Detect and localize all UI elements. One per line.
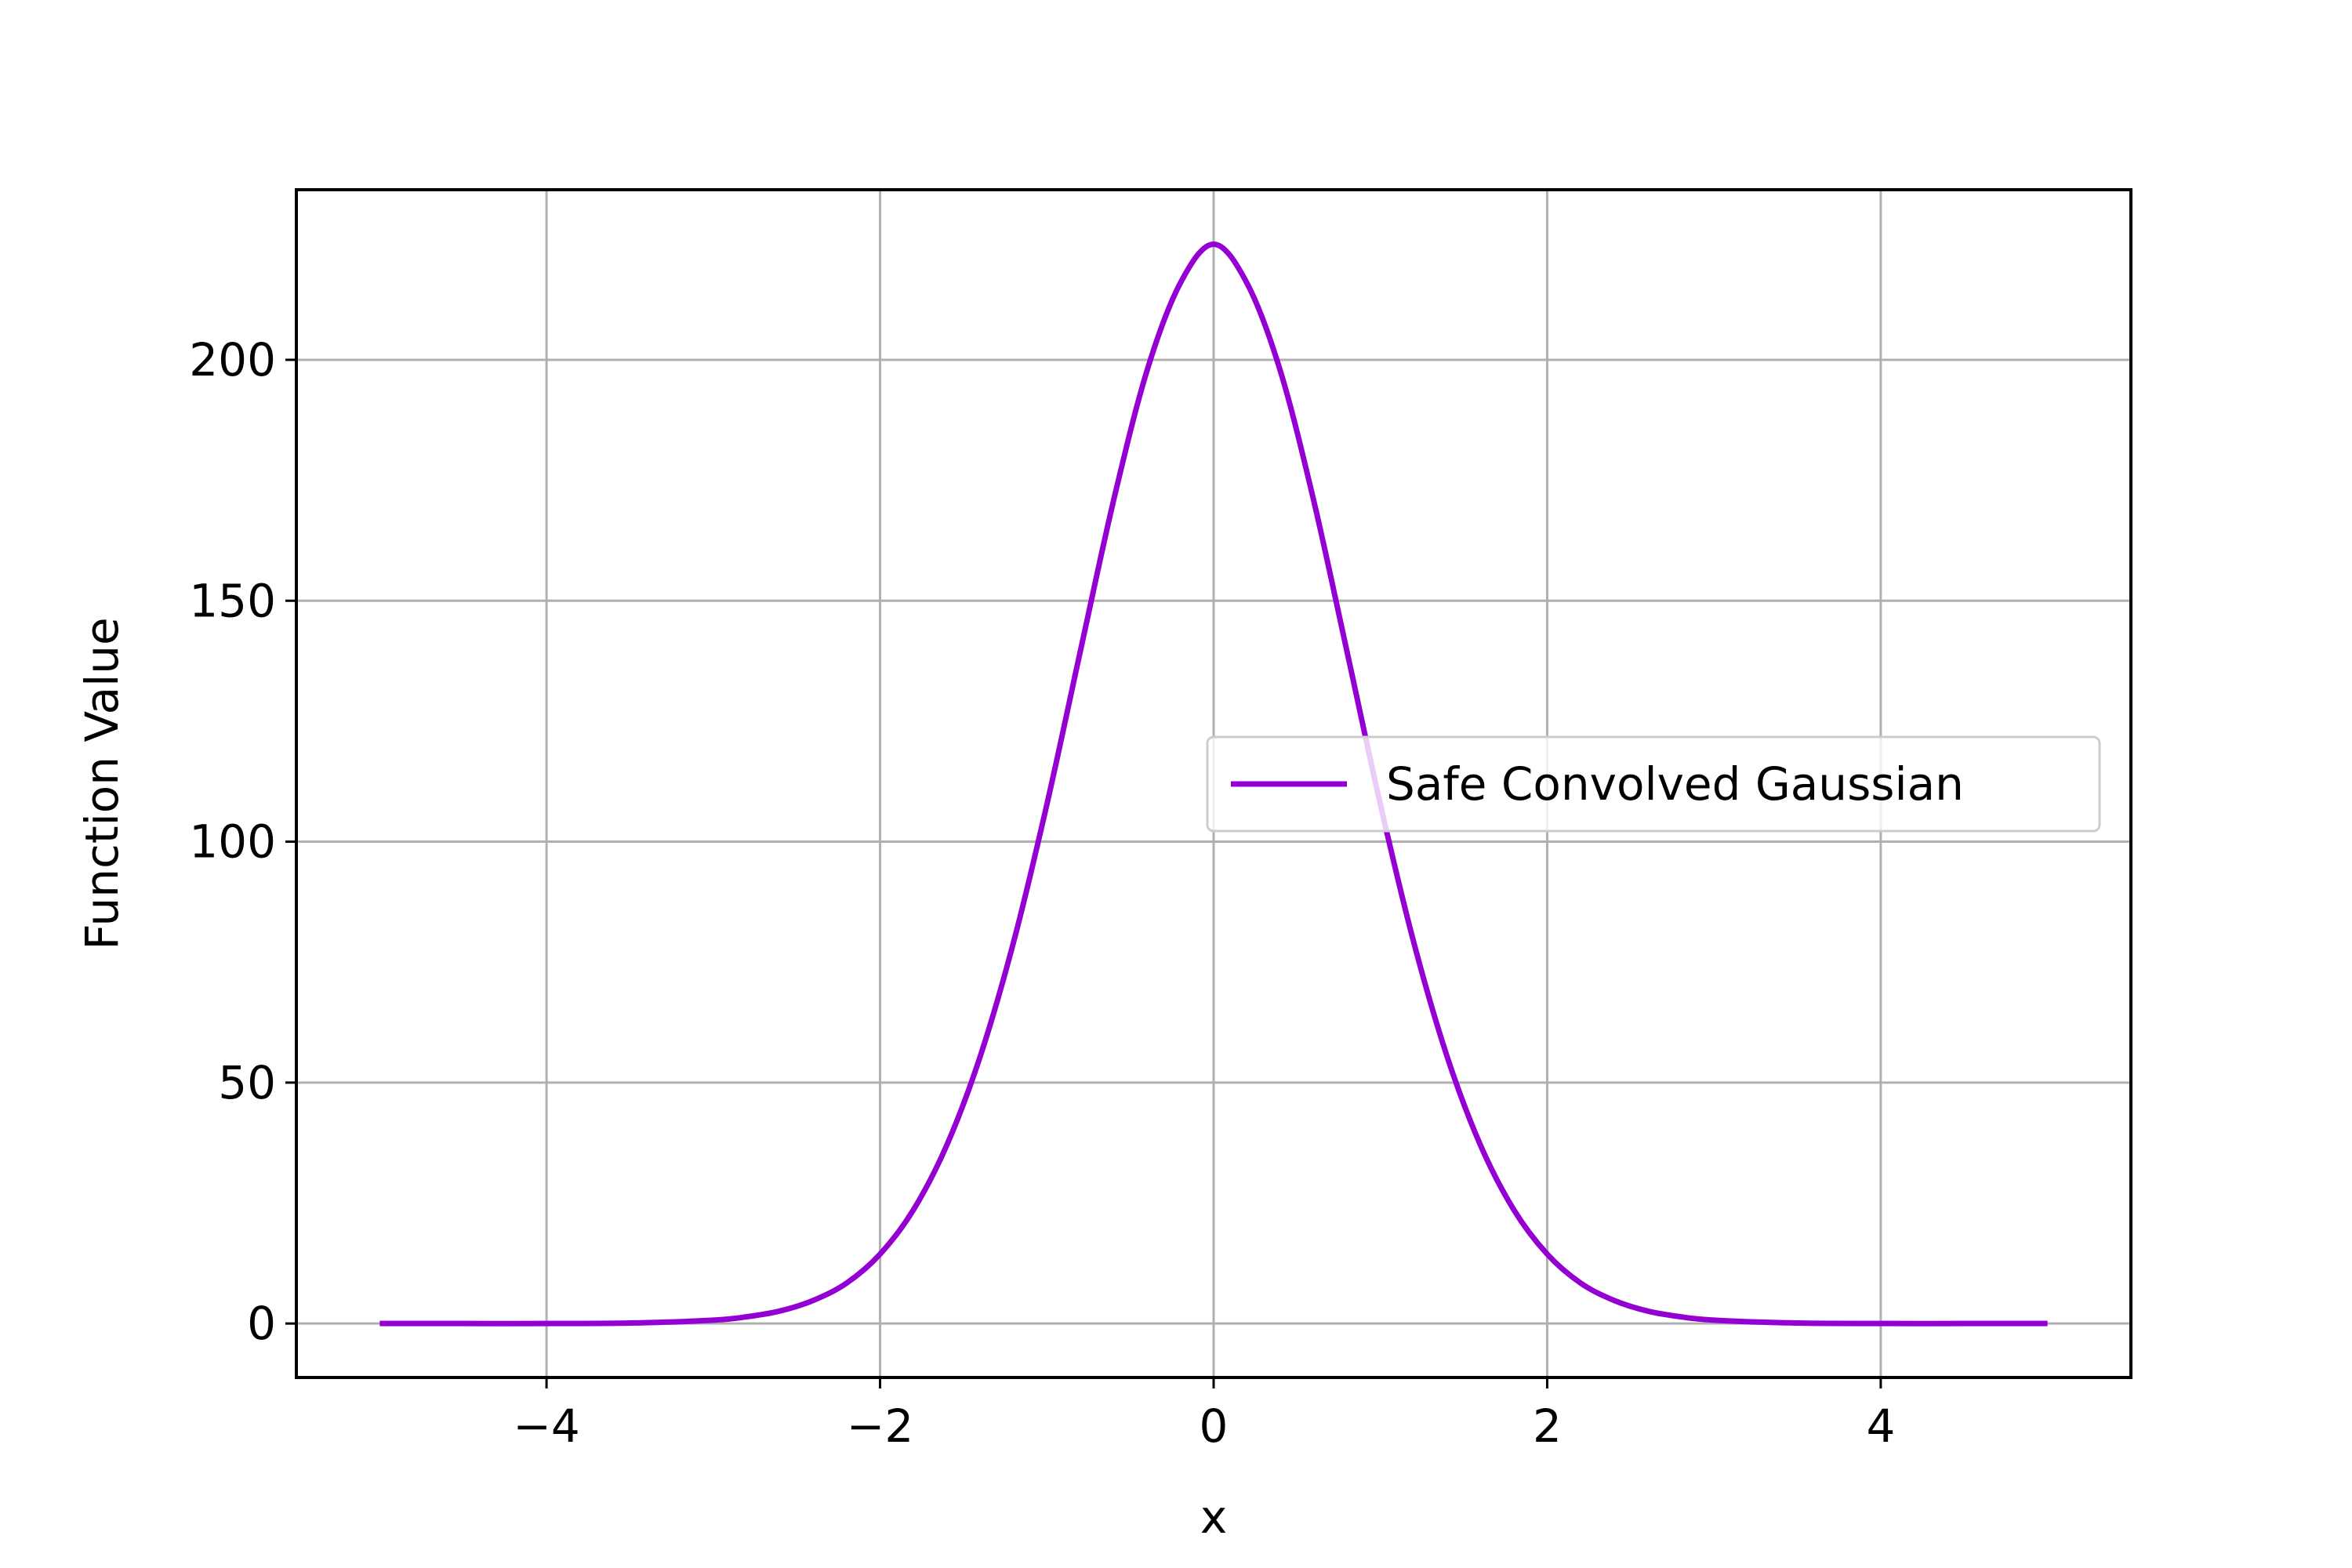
y-axis-label: Function Value <box>75 617 129 949</box>
x-axis-label: x <box>1200 1490 1227 1544</box>
x-tick-label: 4 <box>1866 1399 1895 1453</box>
x-tick-label: 0 <box>1200 1399 1229 1453</box>
y-tick-label: 150 <box>189 574 276 627</box>
series-line <box>379 241 2048 1327</box>
y-tick-label: 200 <box>189 333 276 387</box>
y-tick-label: 50 <box>218 1056 276 1109</box>
x-tick-label: −2 <box>847 1399 914 1453</box>
series-layer <box>379 241 2048 1327</box>
y-tick-label: 0 <box>247 1297 276 1350</box>
x-tick-label: 2 <box>1533 1399 1562 1453</box>
legend-entry-label: Safe Convolved Gaussian <box>1386 757 1964 811</box>
legend-box <box>1206 735 2101 833</box>
ticks: −4 −2 0 2 4 0 50 100 150 200 <box>189 333 1895 1453</box>
x-tick-label: −4 <box>513 1399 580 1453</box>
legend: Safe Convolved Gaussian <box>1206 735 2101 833</box>
y-tick-label: 100 <box>189 815 276 869</box>
